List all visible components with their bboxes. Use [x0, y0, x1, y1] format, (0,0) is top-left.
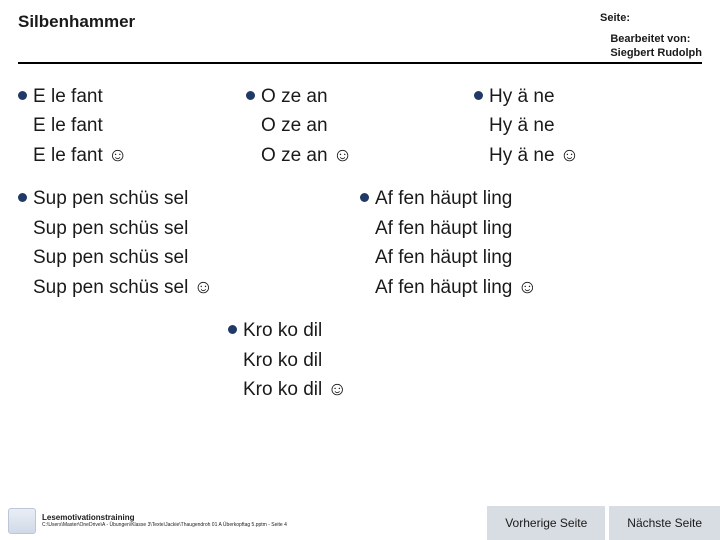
next-page-button[interactable]: Nächste Seite [609, 506, 720, 540]
footer: Lesemotivationstraining C:\Users\Master\… [0, 500, 720, 540]
word-suppenschuessel: Sup pen schüs selSup pen schüs selSup pe… [18, 184, 360, 302]
word-elefant: E le fantE le fantE le fant ☺ [18, 82, 246, 170]
editor-info: Bearbeitet von: Siegbert Rudolph [610, 32, 702, 61]
word-ozean: O ze anO ze anO ze an ☺ [246, 82, 474, 170]
page-number-label: Seite: [600, 12, 630, 24]
content-area: E le fantE le fantE le fant ☺ O ze anO z… [0, 64, 720, 404]
footer-path: C:\Users\Master\OneDrive\A - Übungen\Kla… [42, 522, 287, 528]
word-hyaene: Hy ä neHy ä neHy ä ne ☺ [474, 82, 702, 170]
word-affenhaeutpling: Af fen häupt lingAf fen häupt lingAf fen… [360, 184, 702, 302]
logo-icon [8, 508, 36, 534]
word-krokodil: Kro ko dilKro ko dilKro ko dil ☺ [228, 316, 347, 404]
editor-label: Bearbeitet von: [610, 33, 690, 45]
editor-name: Siegbert Rudolph [610, 47, 702, 59]
prev-page-button[interactable]: Vorherige Seite [487, 506, 605, 540]
